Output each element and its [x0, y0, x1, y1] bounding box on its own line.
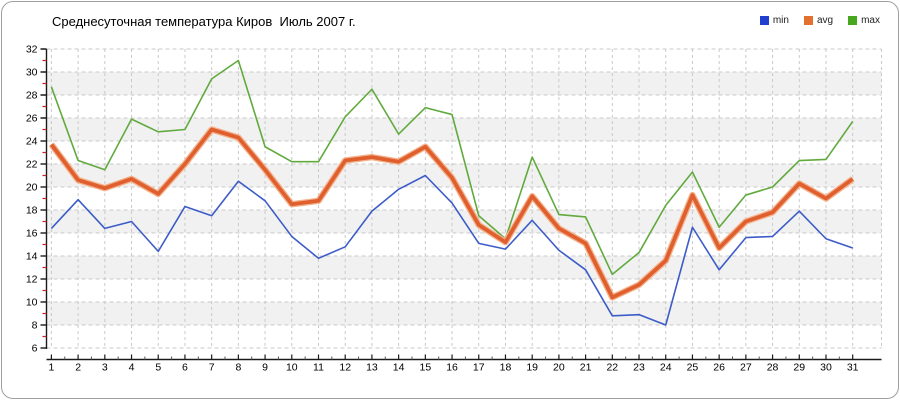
- chart-title: Среднесуточная температура Киров Июль 20…: [52, 14, 356, 29]
- svg-text:29: 29: [793, 362, 805, 374]
- legend-swatch-max-icon: [848, 16, 858, 25]
- svg-text:18: 18: [500, 362, 512, 374]
- svg-text:14: 14: [393, 362, 405, 374]
- legend-item-avg: avg: [803, 15, 834, 26]
- svg-text:8: 8: [32, 320, 38, 332]
- svg-text:5: 5: [155, 362, 161, 374]
- svg-text:30: 30: [820, 362, 832, 374]
- svg-text:14: 14: [26, 251, 38, 263]
- svg-text:24: 24: [26, 136, 38, 148]
- svg-text:21: 21: [580, 362, 592, 374]
- svg-text:18: 18: [26, 205, 38, 217]
- svg-text:4: 4: [129, 362, 135, 374]
- svg-text:8: 8: [235, 362, 241, 374]
- svg-text:25: 25: [687, 362, 699, 374]
- svg-text:20: 20: [553, 362, 565, 374]
- legend: min avg max: [759, 15, 880, 26]
- svg-text:17: 17: [473, 362, 485, 374]
- svg-text:26: 26: [26, 113, 38, 125]
- svg-text:15: 15: [419, 362, 431, 374]
- svg-text:27: 27: [740, 362, 752, 374]
- svg-text:31: 31: [847, 362, 859, 374]
- svg-text:11: 11: [313, 362, 324, 374]
- legend-label-avg: avg: [816, 15, 834, 26]
- svg-text:22: 22: [606, 362, 618, 374]
- legend-label-max: max: [861, 15, 880, 26]
- svg-text:9: 9: [262, 362, 268, 374]
- svg-text:10: 10: [26, 297, 38, 309]
- svg-text:1: 1: [48, 362, 54, 374]
- svg-text:32: 32: [26, 44, 38, 56]
- legend-label-min: min: [772, 15, 789, 26]
- svg-text:28: 28: [767, 362, 779, 374]
- svg-text:13: 13: [366, 362, 378, 374]
- svg-text:20: 20: [26, 182, 38, 194]
- svg-text:12: 12: [339, 362, 351, 374]
- svg-text:26: 26: [713, 362, 725, 374]
- svg-text:19: 19: [526, 362, 538, 374]
- svg-text:24: 24: [660, 362, 672, 374]
- svg-text:7: 7: [209, 362, 215, 374]
- legend-swatch-avg-icon: [803, 16, 813, 25]
- legend-swatch-min-icon: [759, 16, 769, 25]
- svg-text:22: 22: [26, 159, 38, 171]
- svg-text:6: 6: [32, 343, 38, 355]
- svg-text:30: 30: [26, 67, 38, 79]
- svg-text:28: 28: [26, 90, 38, 102]
- legend-item-max: max: [848, 15, 880, 26]
- legend-item-min: min: [759, 15, 789, 26]
- svg-text:23: 23: [633, 362, 645, 374]
- svg-text:12: 12: [26, 274, 38, 286]
- svg-text:10: 10: [286, 362, 298, 374]
- svg-text:3: 3: [102, 362, 108, 374]
- svg-text:6: 6: [182, 362, 188, 374]
- svg-text:16: 16: [26, 228, 38, 240]
- svg-text:16: 16: [446, 362, 458, 374]
- svg-text:2: 2: [75, 362, 81, 374]
